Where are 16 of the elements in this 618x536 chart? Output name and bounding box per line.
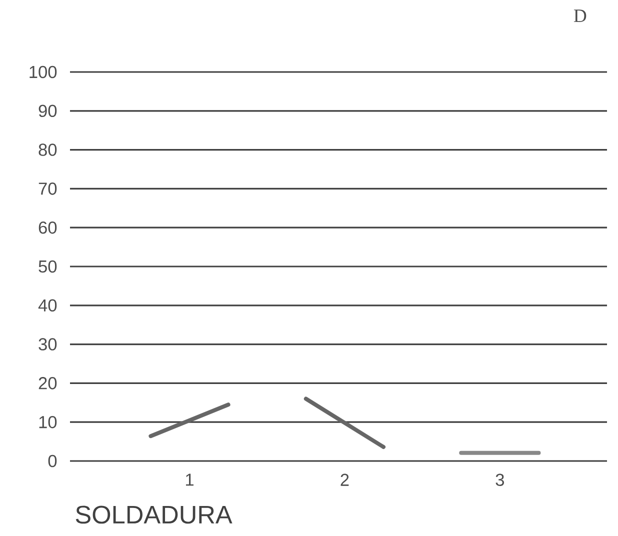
y-tick-label: 60 — [38, 221, 57, 234]
x-axis-title: SOLDADURA — [76, 506, 232, 524]
y-tick-label: 40 — [38, 299, 57, 312]
y-tick-label: 100 — [30, 66, 57, 78]
x-tick-label: 3 — [496, 474, 504, 486]
y-tick-label: 20 — [38, 377, 57, 390]
y-tick-label: 30 — [38, 338, 57, 350]
y-tick-label: 70 — [38, 182, 57, 195]
chart-title: D — [574, 10, 586, 22]
y-tick-label: 50 — [38, 260, 57, 273]
y-tick-label: 0 — [48, 454, 57, 468]
y-tick-label: 90 — [38, 104, 57, 118]
y-tick-label: 80 — [38, 144, 57, 156]
x-tick-label: 1 — [186, 474, 194, 486]
x-tick-label: 2 — [340, 474, 349, 486]
y-tick-label: 10 — [39, 416, 57, 428]
